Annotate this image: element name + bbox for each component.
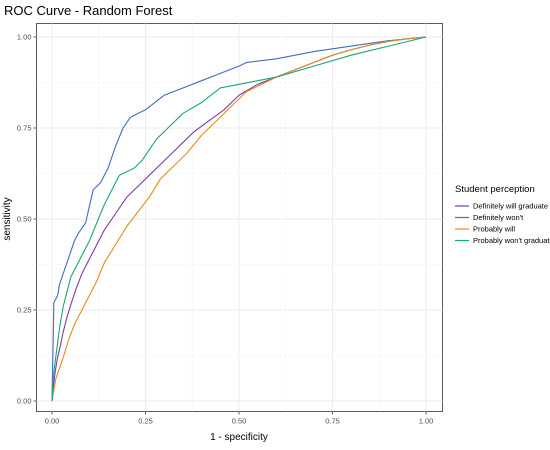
legend-label-definitely-will-graduate: Definitely will graduate — [473, 202, 548, 211]
x-tick-label: 0.25 — [138, 417, 153, 426]
x-tick-label: 0.50 — [232, 417, 247, 426]
y-axis-label: sensitivity — [2, 197, 13, 240]
y-tick-label: 0.75 — [17, 124, 32, 133]
legend-label-probably-won-t-graduate: Probably won't graduate — [473, 236, 550, 245]
grid-layer — [36, 23, 443, 412]
legend-label-probably-will: Probably will — [473, 225, 515, 234]
series-layer — [51, 36, 427, 402]
legend: Student perception Definitely will gradu… — [455, 184, 550, 245]
axis-layer: 0.00 0.25 0.50 0.75 1.00 0.00 0.25 0.50 0.75 1.00 — [17, 33, 433, 426]
plot-panel — [36, 23, 443, 412]
series-line-probably-will — [51, 36, 427, 402]
y-tick-label: 1.00 — [17, 33, 32, 42]
legend-items: Definitely will graduate Definitely won't… — [455, 202, 550, 245]
y-tick-label: 0.25 — [17, 306, 32, 315]
series-line-definitely-won-t — [51, 36, 427, 402]
series-line-probably-won-t-graduate — [51, 36, 427, 402]
y-tick-label: 0.50 — [17, 215, 32, 224]
x-tick-label: 0.00 — [45, 417, 60, 426]
chart-title: ROC Curve - Random Forest — [4, 3, 173, 18]
x-tick-label: 0.75 — [325, 417, 340, 426]
y-tick-label: 0.00 — [17, 397, 32, 406]
x-tick-label: 1.00 — [419, 417, 434, 426]
legend-title: Student perception — [455, 184, 535, 195]
legend-label-definitely-won-t: Definitely won't — [473, 213, 524, 222]
x-axis-label: 1 - specificity — [210, 432, 268, 443]
